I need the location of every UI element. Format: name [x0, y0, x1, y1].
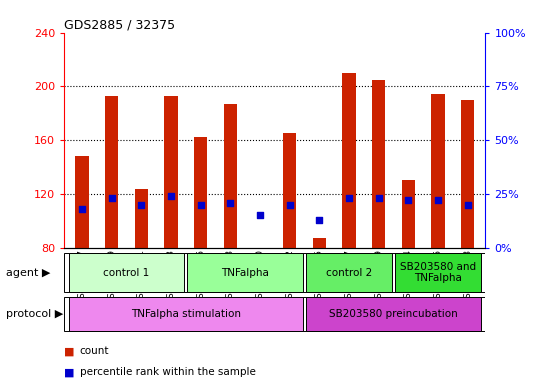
Text: agent ▶: agent ▶ — [6, 268, 50, 278]
FancyBboxPatch shape — [395, 253, 481, 293]
Bar — [224, 104, 237, 248]
FancyBboxPatch shape — [69, 253, 184, 293]
Bar — [105, 96, 118, 248]
Point — [226, 199, 235, 205]
Bar — [342, 73, 355, 248]
Point — [463, 202, 472, 208]
Text: SB203580 preincubation: SB203580 preincubation — [329, 309, 458, 319]
Bar — [283, 134, 296, 248]
Bar — [431, 94, 445, 248]
Text: GDS2885 / 32375: GDS2885 / 32375 — [64, 18, 175, 31]
Text: TNFalpha stimulation: TNFalpha stimulation — [131, 309, 241, 319]
Text: ■: ■ — [64, 367, 75, 377]
FancyBboxPatch shape — [306, 297, 481, 331]
Point — [78, 206, 86, 212]
Text: control 2: control 2 — [326, 268, 372, 278]
Text: TNFalpha: TNFalpha — [221, 268, 269, 278]
Bar — [461, 100, 474, 248]
Point — [404, 197, 413, 204]
Bar — [372, 79, 386, 248]
FancyBboxPatch shape — [306, 253, 392, 293]
Text: percentile rank within the sample: percentile rank within the sample — [80, 367, 256, 377]
Point — [315, 217, 324, 223]
Point — [256, 212, 264, 218]
Bar — [194, 137, 208, 248]
Bar — [75, 156, 89, 248]
Bar — [312, 238, 326, 248]
Bar — [402, 180, 415, 248]
Bar — [134, 189, 148, 248]
Text: ■: ■ — [64, 346, 75, 356]
Point — [434, 197, 442, 204]
Text: protocol ▶: protocol ▶ — [6, 309, 63, 319]
Text: SB203580 and
TNFalpha: SB203580 and TNFalpha — [400, 262, 476, 283]
Point — [374, 195, 383, 201]
Bar — [164, 96, 177, 248]
Text: control 1: control 1 — [103, 268, 150, 278]
Point — [137, 202, 146, 208]
Point — [196, 202, 205, 208]
Point — [166, 193, 175, 199]
Text: count: count — [80, 346, 109, 356]
Point — [107, 195, 116, 201]
Point — [344, 195, 353, 201]
FancyBboxPatch shape — [187, 253, 303, 293]
Point — [285, 202, 294, 208]
FancyBboxPatch shape — [69, 297, 303, 331]
